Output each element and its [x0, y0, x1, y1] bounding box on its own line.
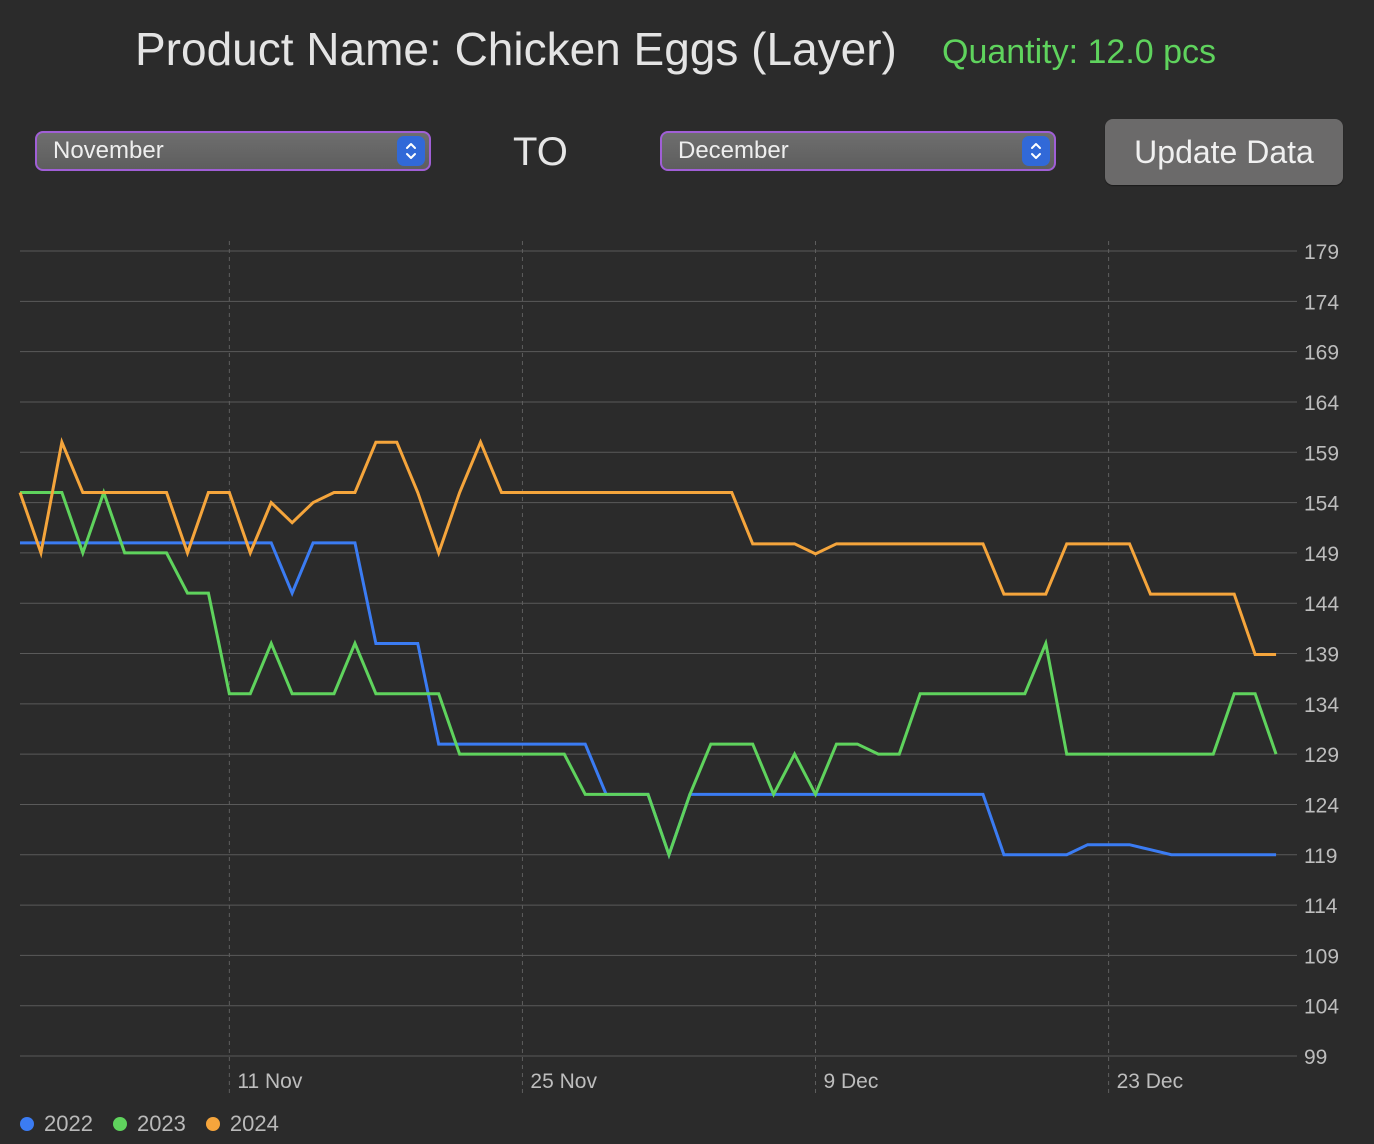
x-tick-label: 25 Nov [530, 1070, 597, 1093]
y-tick-label: 129 [1304, 744, 1339, 767]
legend-swatch [20, 1117, 34, 1131]
legend-item-2024: 2024 [205, 1111, 279, 1137]
y-tick-label: 119 [1304, 845, 1337, 868]
range-separator-label: TO [513, 130, 568, 174]
page-title: Product Name: Chicken Eggs (Layer) [135, 23, 897, 75]
from-month-value: November [53, 137, 164, 164]
y-tick-label: 149 [1304, 543, 1339, 566]
chevron-updown-icon [1022, 136, 1050, 166]
y-tick-label: 169 [1304, 342, 1339, 365]
y-tick-label: 124 [1304, 794, 1339, 817]
y-tick-label: 99 [1304, 1046, 1327, 1069]
chevron-updown-icon [397, 136, 425, 166]
y-tick-label: 139 [1304, 644, 1339, 667]
to-month-value: December [678, 137, 789, 164]
x-tick-label: 23 Dec [1117, 1070, 1184, 1093]
series-line-2024 [18, 436, 1277, 657]
y-tick-label: 144 [1304, 593, 1339, 616]
y-tick-label: 164 [1304, 392, 1339, 415]
y-tick-label: 114 [1304, 895, 1338, 918]
y-tick-label: 134 [1304, 694, 1339, 717]
series-line-2022 [20, 541, 1277, 860]
y-tick-label: 179 [1304, 241, 1339, 264]
y-tick-label: 159 [1304, 442, 1339, 465]
legend-item-2022: 2022 [20, 1111, 93, 1137]
chart-legend: 2022 2023 2024 [20, 1111, 279, 1137]
update-data-button[interactable]: Update Data [1105, 119, 1343, 185]
x-tick-label: 11 Nov [237, 1070, 302, 1093]
y-tick-label: 104 [1304, 996, 1339, 1019]
legend-label: 2022 [44, 1111, 93, 1136]
y-tick-label: 174 [1304, 291, 1339, 314]
legend-item-2023: 2023 [112, 1111, 186, 1137]
legend-label: 2024 [229, 1111, 279, 1136]
legend-swatch [205, 1117, 220, 1131]
to-month-select[interactable]: December [660, 131, 1056, 171]
legend-swatch [112, 1117, 127, 1131]
legend-label: 2023 [136, 1111, 186, 1136]
header: Product Name: Chicken Eggs (Layer) Quant… [0, 0, 1374, 100]
y-tick-label: 154 [1304, 493, 1339, 516]
y-tick-label: 109 [1304, 945, 1339, 968]
quantity-label: Quantity: 12.0 pcs [942, 33, 1217, 71]
x-tick-label: 9 Dec [824, 1070, 879, 1093]
series-line-2023 [20, 487, 1278, 860]
from-month-select[interactable]: November [35, 131, 431, 171]
